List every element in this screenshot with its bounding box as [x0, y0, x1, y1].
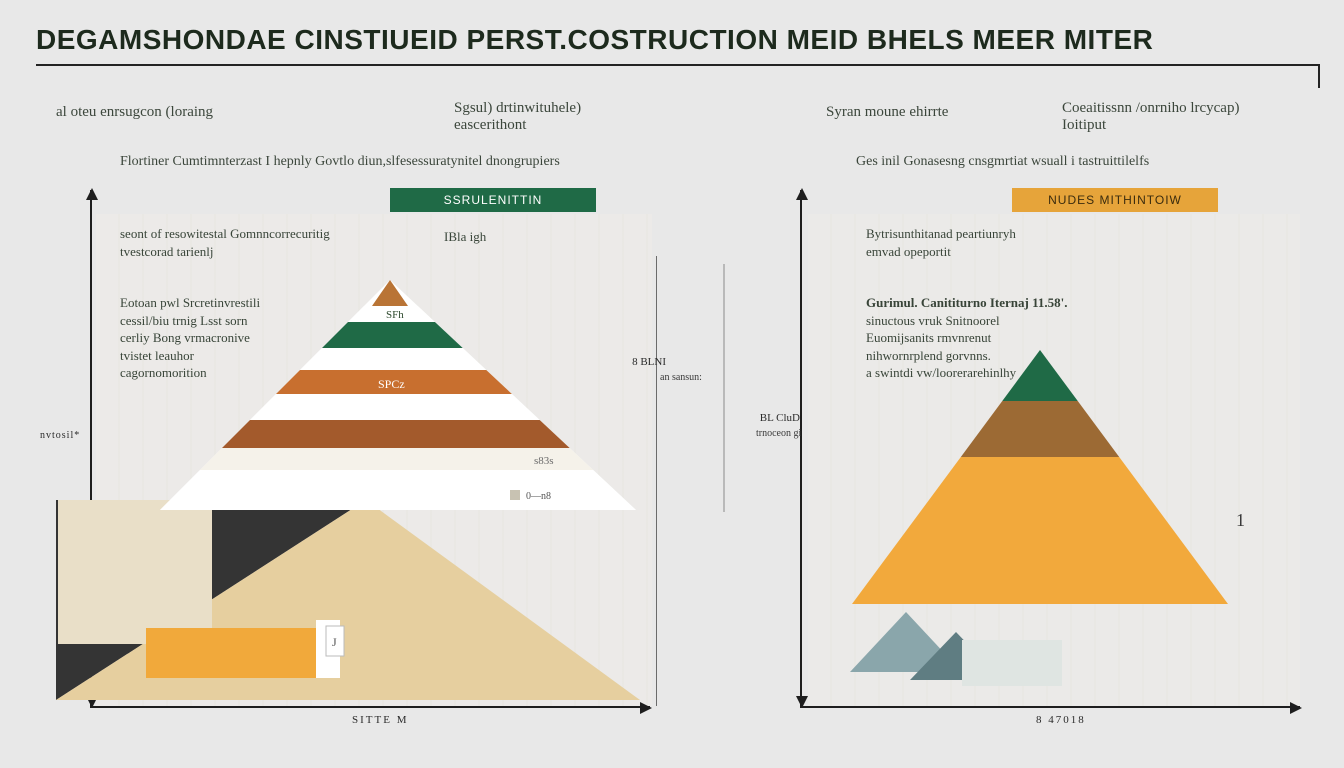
left-lower-orange-rect: [146, 628, 316, 678]
col-right-head-b: Coeaitissnn /onrniho lrcycap) Ioitiput: [1062, 100, 1292, 134]
left-band-5: [100, 394, 660, 420]
right-edge-tick: [1318, 64, 1320, 88]
right-yaxis-down: [800, 190, 802, 706]
right-stripes: [808, 214, 1300, 706]
left-band-6: [100, 420, 660, 448]
right-xaxis: [800, 706, 1300, 708]
left-side-marker: J: [332, 635, 337, 649]
right-blk2-l2: Euomijsanits rmvnrenut: [866, 329, 1126, 347]
long-subhead-right: Ges inil Gonasesng cnsgmrtiat wsuall i t…: [856, 154, 1149, 170]
left-band-label-3: s83s: [534, 455, 554, 467]
right-ytick-note: trnoceon gi: [756, 428, 801, 439]
left-band-label-1: SFh: [386, 309, 404, 321]
left-legend-swatch: [510, 490, 520, 500]
right-xaxis-label: 8 47018: [1036, 714, 1086, 726]
right-blk2: Gurimul. Canititurno Iternaj 11.58'. sin…: [866, 294, 1126, 382]
right-blk2-l3: nihwornrplend gorvnns.: [866, 347, 1126, 365]
right-blk1-l1: Bytrisunthitanad peartiunryh: [866, 225, 1106, 243]
right-blk2-l1: sinuctous vruk Snitnoorel: [866, 312, 1126, 330]
left-band-2: [100, 322, 660, 348]
left-lower-beige-rect: [58, 500, 212, 644]
left-legend-text: 0—n8: [526, 491, 551, 502]
left-band-7: [100, 448, 660, 470]
right-blk2-l4: a swintdi vw/loorerarehinlhy: [866, 364, 1126, 382]
right-ytick: BL CluD: [744, 412, 800, 424]
left-figure: SFh SPCz s83s J 0—n8: [0, 0, 700, 768]
left-band-1: [100, 306, 660, 322]
left-band-3: [100, 348, 660, 370]
left-band-label-2: SPCz: [378, 377, 405, 391]
col-right-head-a: Syran moune ehirrte: [826, 104, 948, 121]
banner-right: NUDES MITHINTOIW: [1012, 188, 1218, 212]
right-blk1-l2: emvad opeportit: [866, 243, 1106, 261]
right-blk1: Bytrisunthitanad peartiunryh emvad opepo…: [866, 225, 1106, 260]
right-blk2-header: Gurimul. Canititurno Iternaj 11.58'.: [866, 294, 1126, 312]
left-band-8: [100, 470, 660, 510]
